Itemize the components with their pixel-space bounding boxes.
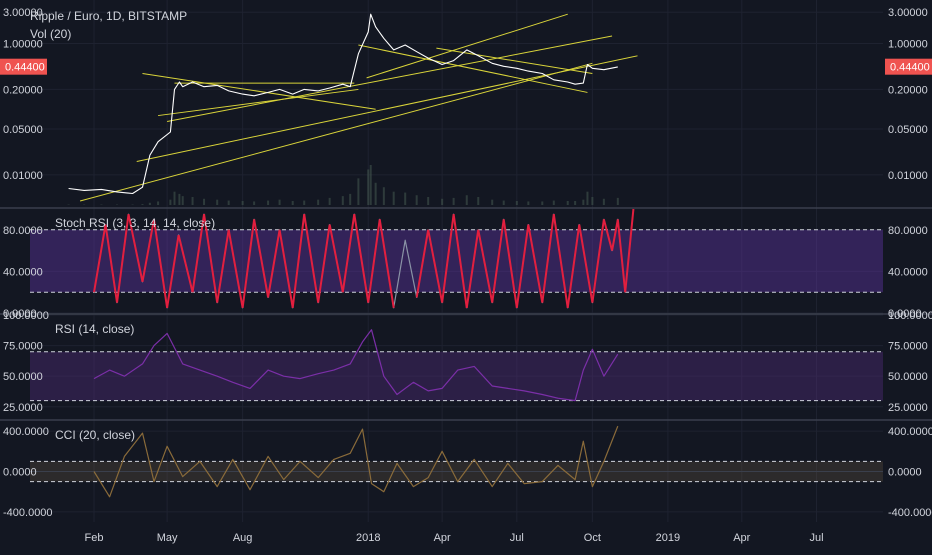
chart-title: Ripple / Euro, 1D, BITSTAMP bbox=[30, 9, 187, 23]
y-tick-label-right: 25.0000 bbox=[888, 402, 928, 414]
y-tick-label-right: -400.0000 bbox=[888, 507, 932, 519]
volume-bar bbox=[329, 198, 331, 205]
x-tick-label: May bbox=[157, 532, 178, 544]
y-tick-label-left: 50.0000 bbox=[3, 371, 43, 383]
volume-bar bbox=[317, 200, 319, 205]
volume-bar bbox=[586, 192, 588, 205]
x-tick-label: 2019 bbox=[656, 532, 680, 544]
volume-bar bbox=[342, 196, 344, 205]
volume-bar bbox=[503, 201, 505, 205]
volume-bar bbox=[603, 199, 605, 205]
volume-bar bbox=[228, 201, 230, 205]
x-tick-label: Feb bbox=[85, 532, 104, 544]
y-tick-label-left: 0.01000 bbox=[3, 170, 43, 182]
band-fill bbox=[30, 352, 883, 401]
y-tick-label-left: 40.0000 bbox=[3, 266, 43, 278]
y-tick-label-right: 100.0000 bbox=[888, 310, 932, 322]
y-tick-label-left: 75.0000 bbox=[3, 341, 43, 353]
volume-label: Vol (20) bbox=[30, 27, 71, 41]
volume-bar bbox=[491, 200, 493, 205]
volume-bar bbox=[279, 200, 281, 205]
volume-bar bbox=[591, 197, 593, 205]
y-tick-label-left: 25.0000 bbox=[3, 402, 43, 414]
volume-bar bbox=[516, 201, 518, 205]
x-tick-label: 2018 bbox=[356, 532, 380, 544]
volume-bar bbox=[375, 183, 377, 205]
volume-bar bbox=[567, 201, 569, 205]
y-tick-label-left: 400.0000 bbox=[3, 426, 49, 438]
volume-bar bbox=[477, 197, 479, 205]
y-tick-label-right: 3.00000 bbox=[888, 7, 928, 19]
x-tick-label: Aug bbox=[233, 532, 253, 544]
volume-bar bbox=[404, 193, 406, 205]
y-tick-label-left: 80.0000 bbox=[3, 225, 43, 237]
y-tick-label-right: 0.20000 bbox=[888, 84, 928, 96]
trend-line bbox=[358, 45, 587, 92]
pane-title: CCI (20, close) bbox=[55, 428, 135, 442]
y-tick-label-right: 0.05000 bbox=[888, 124, 928, 136]
y-tick-label-right: 1.00000 bbox=[888, 39, 928, 51]
volume-bar bbox=[303, 201, 305, 205]
volume-bar bbox=[182, 196, 184, 205]
y-tick-label-left: 0.0000 bbox=[3, 467, 37, 479]
x-tick-label: Apr bbox=[733, 532, 750, 544]
volume-bar bbox=[173, 192, 175, 205]
volume-bar bbox=[367, 169, 369, 205]
x-tick-label: Apr bbox=[434, 532, 451, 544]
price-badge-right: 0.44400 bbox=[890, 62, 930, 74]
trend-line bbox=[80, 63, 592, 201]
y-tick-label-right: 75.0000 bbox=[888, 341, 928, 353]
volume-bar bbox=[441, 199, 443, 205]
volume-bar bbox=[169, 200, 171, 205]
volume-bar bbox=[157, 201, 159, 205]
price-badge-left: 0.44400 bbox=[5, 62, 45, 74]
volume-bar bbox=[427, 197, 429, 205]
volume-bar bbox=[203, 199, 205, 205]
volume-bar bbox=[267, 201, 269, 205]
trend-line bbox=[436, 48, 592, 73]
y-tick-label-right: 400.0000 bbox=[888, 426, 932, 438]
volume-bar bbox=[357, 178, 359, 205]
y-tick-label-left: 100.0000 bbox=[3, 310, 49, 322]
volume-bar bbox=[292, 201, 294, 205]
volume-bar bbox=[393, 192, 395, 205]
volume-bar bbox=[192, 197, 194, 205]
volume-bar bbox=[349, 194, 351, 205]
volume-bar bbox=[416, 195, 418, 205]
volume-bar bbox=[541, 201, 543, 205]
volume-bar bbox=[582, 200, 584, 205]
y-tick-label-right: 0.0000 bbox=[888, 467, 922, 479]
volume-bar bbox=[253, 201, 255, 205]
volume-bar bbox=[242, 201, 244, 205]
volume-bar bbox=[466, 195, 468, 205]
y-tick-label-right: 40.0000 bbox=[888, 266, 928, 278]
volume-bar bbox=[527, 201, 529, 205]
x-tick-label: Oct bbox=[584, 532, 601, 544]
volume-bar bbox=[216, 200, 218, 205]
y-tick-label-left: 0.05000 bbox=[3, 124, 43, 136]
y-tick-label-right: 50.0000 bbox=[888, 371, 928, 383]
volume-bar bbox=[453, 198, 455, 205]
volume-bar bbox=[383, 187, 385, 205]
y-tick-label-left: -400.0000 bbox=[3, 507, 53, 519]
volume-bar bbox=[617, 198, 619, 205]
volume-bar bbox=[370, 165, 372, 205]
trend-line bbox=[367, 14, 568, 78]
pane-title: RSI (14, close) bbox=[55, 322, 134, 336]
volume-bar bbox=[149, 203, 151, 205]
volume-bar bbox=[178, 194, 180, 205]
x-tick-label: Jul bbox=[510, 532, 524, 544]
volume-bar bbox=[574, 201, 576, 205]
y-tick-label-right: 80.0000 bbox=[888, 225, 928, 237]
pane-title: Stoch RSI (3, 3, 14, 14, close) bbox=[55, 216, 215, 230]
volume-bar bbox=[553, 201, 555, 205]
trend-line bbox=[158, 89, 358, 115]
volume-bar bbox=[141, 204, 143, 205]
y-tick-label-right: 0.01000 bbox=[888, 170, 928, 182]
y-tick-label-left: 0.20000 bbox=[3, 84, 43, 96]
trend-line bbox=[167, 36, 612, 121]
x-tick-label: Jul bbox=[809, 532, 823, 544]
